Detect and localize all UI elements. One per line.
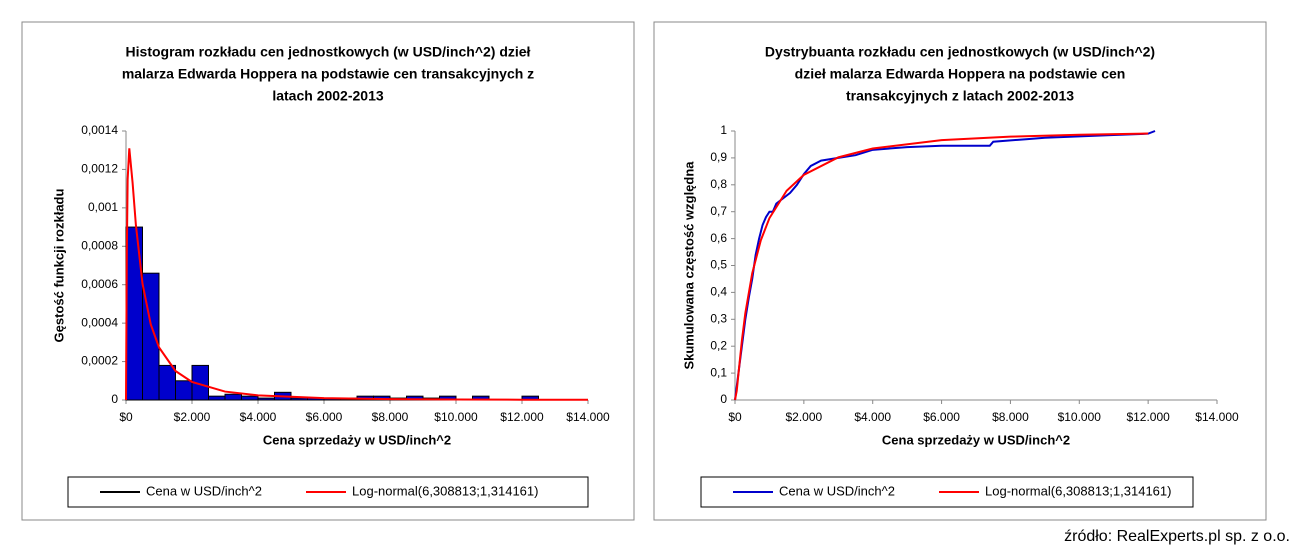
x-tick-label: $12.000 [500,410,544,424]
legend-box [700,476,1194,508]
chart-frame [653,21,1267,521]
y-tick-label: 0,3 [710,311,727,325]
bar [175,380,193,401]
y-tick-label: 0,9 [710,150,727,164]
chart-title: dzieł malarza Edwarda Hoppera na podstaw… [795,66,1126,82]
y-tick-label: 0,0004 [81,315,118,329]
y-axis-label: Gęstość funkcji rozkładu [51,189,66,343]
y-tick-label: 0 [111,392,118,406]
y-tick-label: 1 [720,123,727,137]
x-tick-label: $2.000 [786,410,823,424]
chart-title: transakcyjnych z latach 2002-2013 [846,88,1074,104]
y-tick-label: 0,0012 [81,162,118,176]
y-tick-label: 0,0014 [81,123,118,137]
x-tick-label: $0 [119,410,133,424]
y-tick-label: 0,0002 [81,354,118,368]
bar [290,397,308,401]
y-tick-label: 0,6 [710,231,727,245]
legend-box [67,476,589,508]
legend-label: Log-normal(6,308813;1,314161) [352,483,538,498]
legend-label: Log-normal(6,308813;1,314161) [985,483,1171,498]
x-tick-label: $0 [728,410,742,424]
y-tick-label: 0,2 [710,338,727,352]
density-curve [125,148,589,401]
bar [208,395,226,401]
x-tick-label: $14.000 [1195,410,1239,424]
bar [257,397,275,401]
chart-title: latach 2002-2013 [272,88,384,104]
bar [224,393,242,401]
x-tick-label: $14.000 [566,410,610,424]
legend-label: Cena w USD/inch^2 [146,483,262,498]
y-tick-label: 0,4 [710,285,727,299]
y-tick-label: 0,0008 [81,238,118,252]
x-tick-label: $8.000 [372,410,409,424]
x-tick-label: $12.000 [1126,410,1170,424]
x-axis-label: Cena sprzedaży w USD/inch^2 [263,432,451,447]
x-tick-label: $2.000 [174,410,211,424]
x-axis-label: Cena sprzedaży w USD/inch^2 [882,432,1070,447]
y-tick-label: 0,0006 [81,277,118,291]
chart-title: malarza Edwarda Hoppera na podstawie cen… [122,66,534,82]
series-line [734,130,1156,401]
series-line [734,132,1149,401]
y-tick-label: 0,7 [710,204,727,218]
y-tick-label: 0,1 [710,365,727,379]
bar [241,395,259,401]
x-tick-label: $6.000 [306,410,343,424]
y-axis-label: Skumulowana częstość względna [681,161,696,370]
x-tick-label: $4.000 [854,410,891,424]
x-tick-label: $10.000 [1058,410,1102,424]
x-tick-label: $10.000 [434,410,478,424]
y-tick-label: 0,001 [88,200,118,214]
y-tick-label: 0,8 [710,177,727,191]
x-tick-label: $4.000 [240,410,277,424]
x-tick-label: $8.000 [992,410,1029,424]
y-tick-label: 0,5 [710,258,727,272]
chart-frame [21,21,635,521]
legend-label: Cena w USD/inch^2 [779,483,895,498]
bar [158,364,176,401]
chart-title: Histogram rozkładu cen jednostkowych (w … [126,44,531,60]
source: źródło: RealExperts.pl sp. z o.o. [1064,528,1290,545]
y-tick-label: 0 [720,392,727,406]
x-tick-label: $6.000 [923,410,960,424]
chart-title: Dystrybuanta rozkładu cen jednostkowych … [765,44,1155,60]
